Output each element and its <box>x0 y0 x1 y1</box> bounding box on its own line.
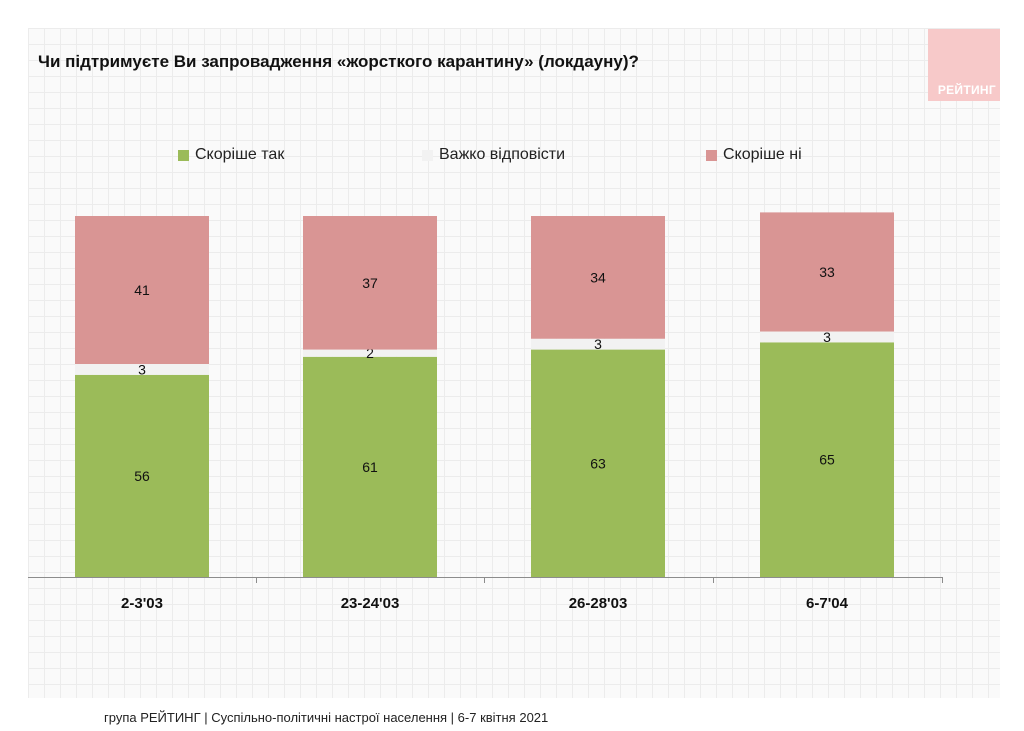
x-tick-label-1: 23-24'03 <box>341 595 400 612</box>
data-label-no-0: 41 <box>134 282 150 298</box>
legend-swatch-no <box>706 149 717 161</box>
x-tick-label-0: 2-3'03 <box>121 595 163 612</box>
data-label-yes-1: 61 <box>362 459 378 475</box>
bar-yes-1 <box>303 356 437 577</box>
data-label-hard-0: 3 <box>138 361 146 377</box>
bar-no-0 <box>75 216 209 365</box>
bar-hard-1 <box>303 349 437 357</box>
data-label-hard-3: 3 <box>823 329 831 345</box>
bar-no-2 <box>531 216 665 339</box>
x-tick-label-3: 6-7'04 <box>806 595 849 612</box>
legend-label-no: Скоріше ні <box>723 146 802 163</box>
data-label-hard-1: 2 <box>366 345 374 361</box>
data-label-hard-2: 3 <box>594 336 602 352</box>
x-tick-label-2: 26-28'03 <box>569 595 628 612</box>
chart-legend: Скоріше так Важко відповісти Скоріше ні <box>0 146 1024 170</box>
data-label-yes-0: 56 <box>134 468 150 484</box>
data-label-no-1: 37 <box>362 275 378 291</box>
legend-item-no: Скоріше ні <box>706 146 802 164</box>
data-label-no-2: 34 <box>590 269 606 285</box>
legend-label-hard: Важко відповісти <box>439 146 566 163</box>
bar-hard-0 <box>75 364 209 375</box>
bar-no-3 <box>760 212 894 332</box>
logo-text: РЕЙТИНГ <box>937 83 996 97</box>
legend-item-yes: Скоріше так <box>178 146 284 164</box>
footer-text: група РЕЙТИНГ | Суспільно-політичні наст… <box>104 710 549 725</box>
bar-yes-2 <box>531 349 665 577</box>
bar-yes-3 <box>760 342 894 577</box>
legend-item-hard: Важко відповісти <box>422 146 565 164</box>
bar-yes-0 <box>75 374 209 577</box>
rating-logo: РЕЙТИНГ <box>928 29 1000 101</box>
bar-no-1 <box>303 216 437 350</box>
legend-label-yes: Скоріше так <box>195 146 285 163</box>
legend-swatch-hard <box>422 149 433 161</box>
legend-swatch-yes <box>178 149 189 161</box>
bar-hard-2 <box>531 338 665 350</box>
bar-hard-3 <box>760 331 894 343</box>
data-label-yes-2: 63 <box>590 455 606 471</box>
page-title: Чи підтримуєте Ви запровадження «жорстко… <box>38 52 639 71</box>
data-label-yes-3: 65 <box>819 452 835 468</box>
data-label-no-3: 33 <box>819 264 835 280</box>
